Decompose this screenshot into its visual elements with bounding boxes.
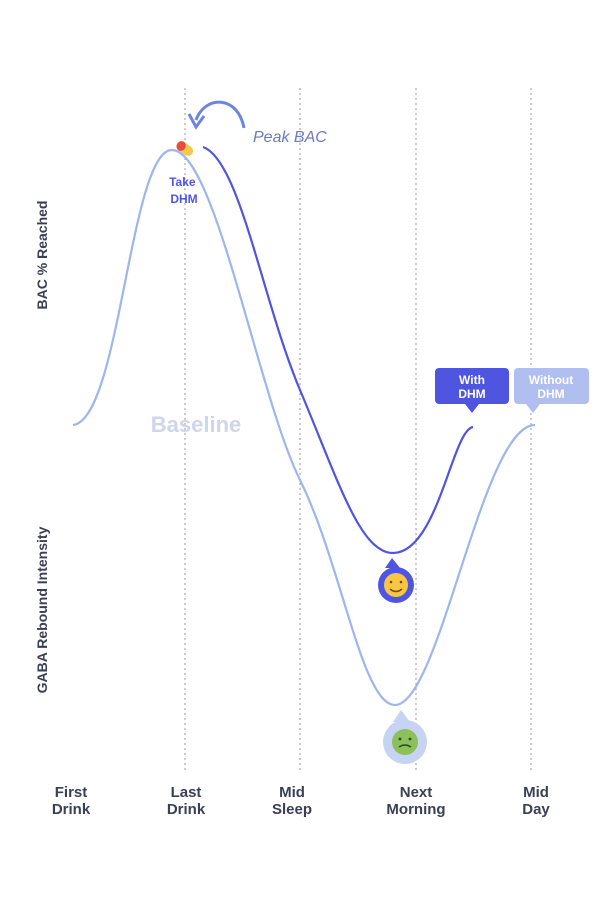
text-line: Drink [52,801,91,818]
curve-with-dhm [202,145,474,555]
text-line: Drink [167,801,206,818]
text-line: Next [400,784,433,801]
x-label: Next Morning [386,784,445,818]
text-line: Mid [523,784,549,801]
text-line: Sleep [272,801,312,818]
x-label: Mid Sleep [272,784,312,818]
happy-icon [378,558,414,603]
curve-without-dhm [72,148,536,707]
x-label: Last Drink [167,784,206,818]
text-line: Take [169,175,196,189]
text-line: Morning [386,801,445,818]
text-line: With [459,373,485,387]
text-line: Last [171,784,202,801]
text-line: Mid [279,784,305,801]
text-line: DHM [458,387,485,401]
text-line: First [55,784,88,801]
y-axis-label: GABA Rebound Intensity [34,526,50,693]
badge-with-dhm: With DHM [435,368,509,413]
badge-without-dhm: Without DHM [514,368,589,413]
baseline-label: Baseline [151,412,242,437]
take-dhm-label: Take DHM [169,175,199,206]
x-label: Mid Day [522,784,550,818]
arrow [194,100,246,129]
arrow-head [187,113,206,130]
peak-label: Peak BAC [253,129,327,146]
text-line: Day [522,801,550,818]
text-line: Without [529,373,574,387]
text-line: DHM [170,192,197,206]
text-line: DHM [537,387,564,401]
sick-icon [383,710,427,764]
pill-icon [176,141,194,156]
x-label: First Drink [52,784,91,818]
y-axis-label: BAC % Reached [34,201,50,310]
